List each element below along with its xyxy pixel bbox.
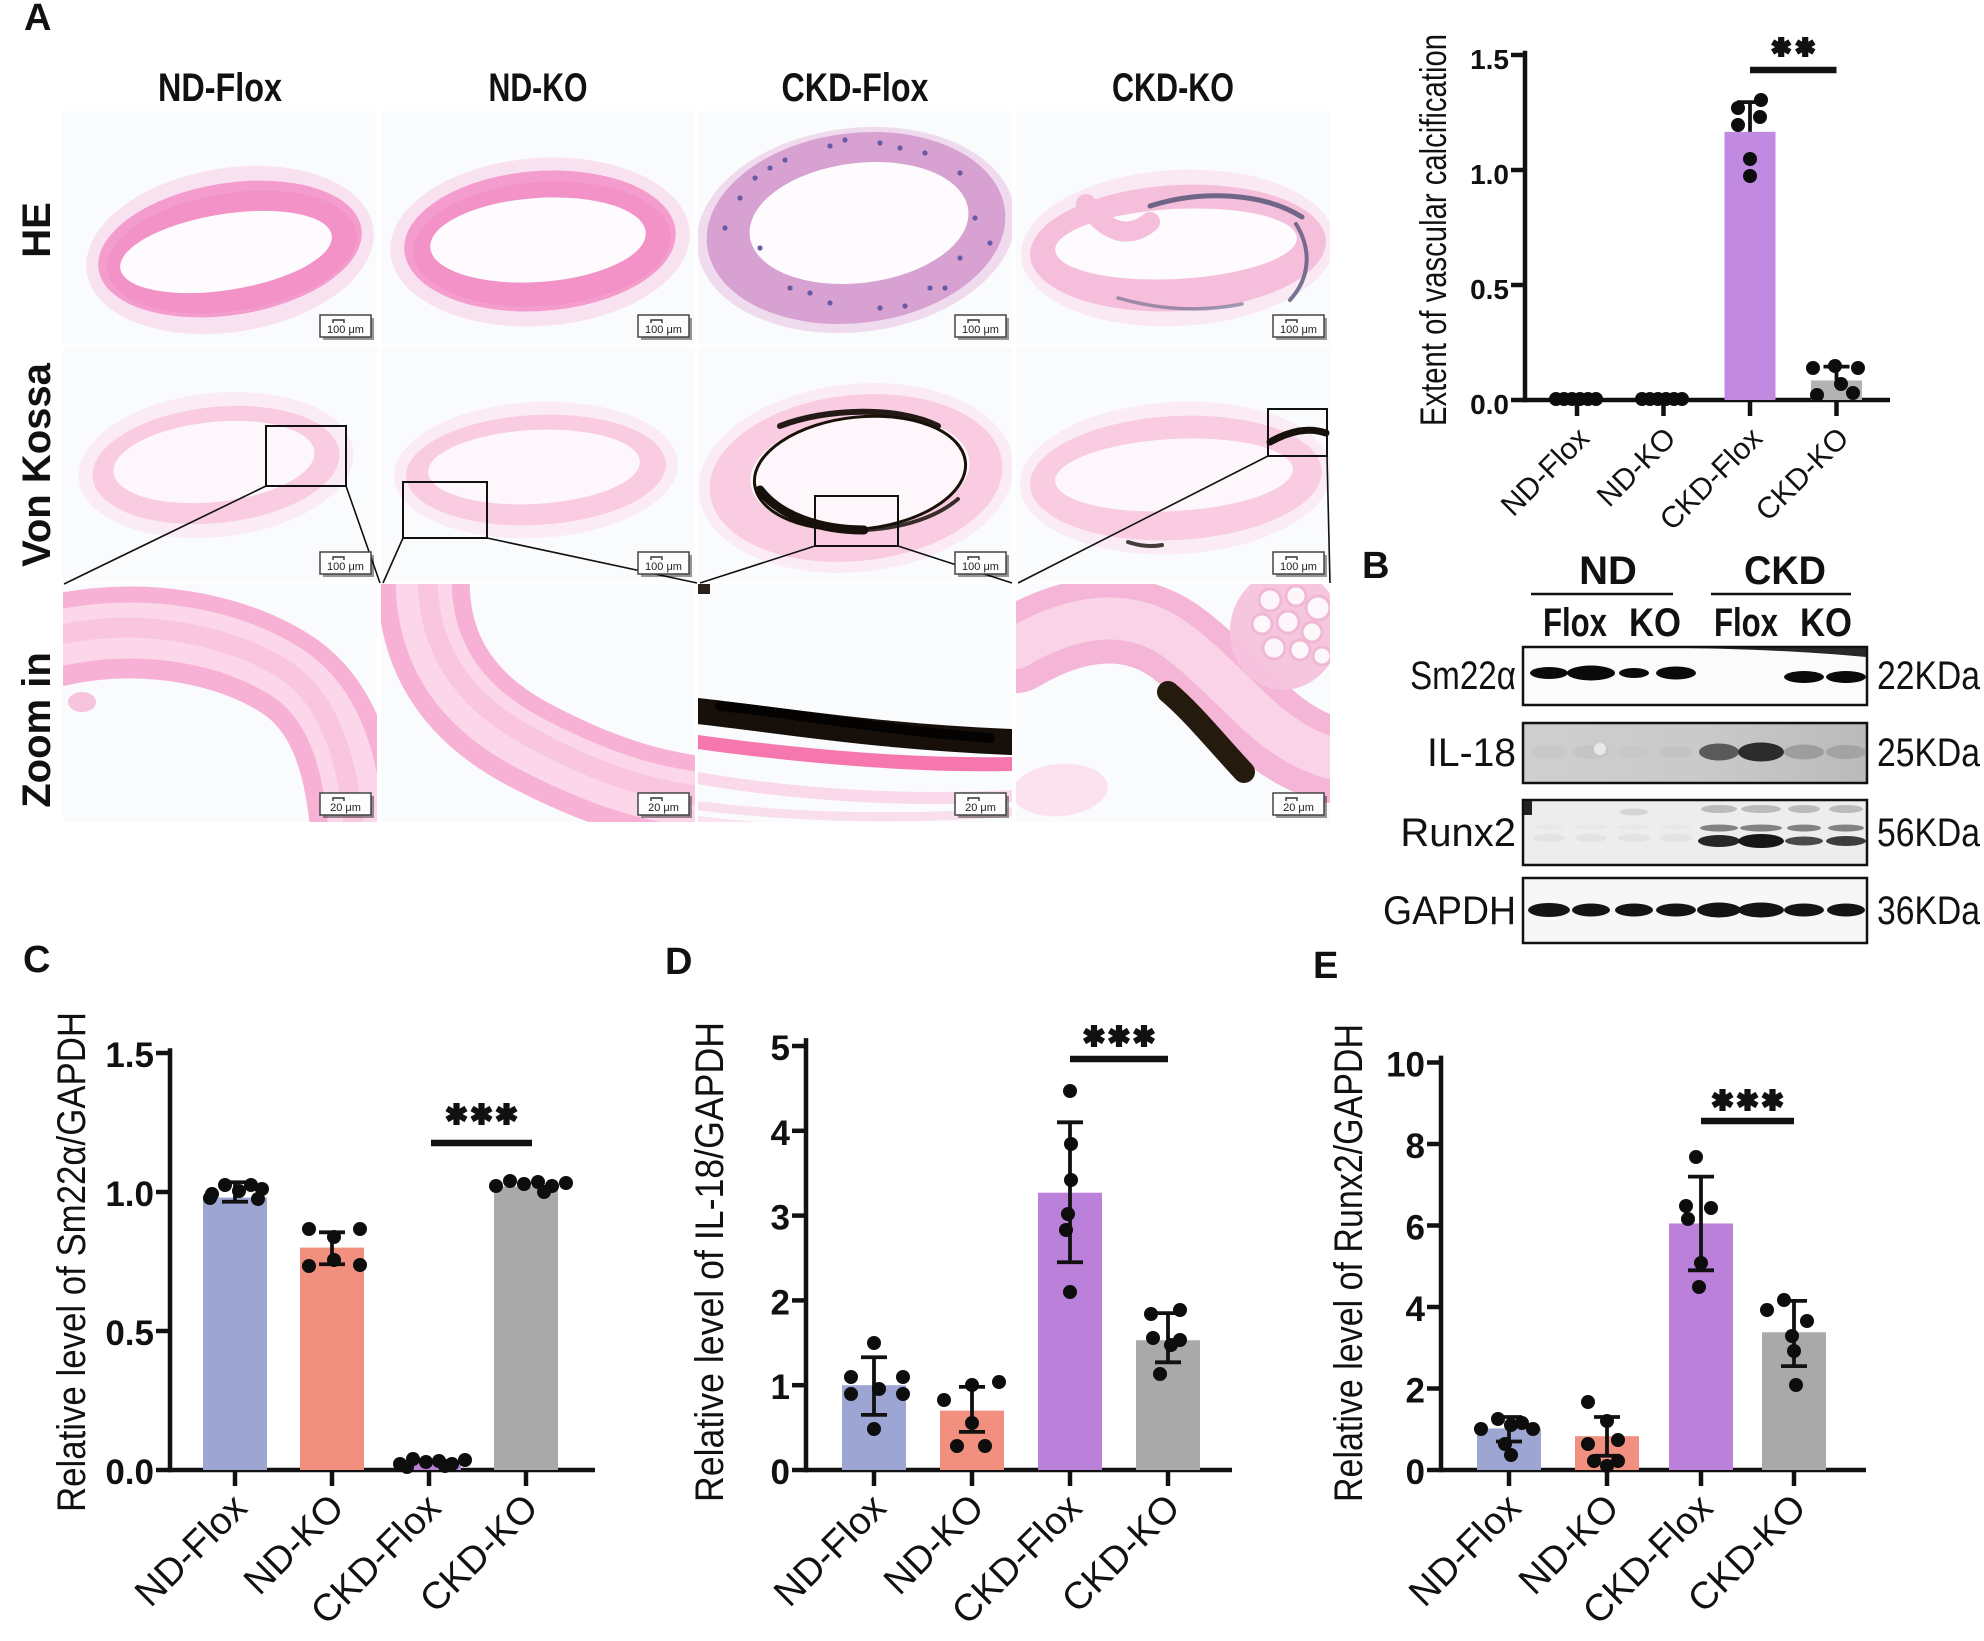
svg-text:20 μm: 20 μm xyxy=(648,802,679,814)
svg-text:20 μm: 20 μm xyxy=(330,802,361,814)
svg-text:100 μm: 100 μm xyxy=(1280,324,1317,336)
svg-text:10: 10 xyxy=(1386,1046,1425,1085)
svg-text:25KDa: 25KDa xyxy=(1877,731,1981,775)
svg-text:Von Kossa: Von Kossa xyxy=(15,362,59,567)
svg-text:C: C xyxy=(23,939,50,981)
svg-text:GAPDH: GAPDH xyxy=(1383,889,1516,933)
svg-text:20 μm: 20 μm xyxy=(965,802,996,814)
svg-text:20 μm: 20 μm xyxy=(1283,802,1314,814)
svg-text:0.5: 0.5 xyxy=(1470,274,1509,305)
svg-text:100 μm: 100 μm xyxy=(962,324,999,336)
svg-text:Relative level of Sm22α/GAPDH: Relative level of Sm22α/GAPDH xyxy=(50,1012,94,1512)
svg-text:0.0: 0.0 xyxy=(1470,389,1509,420)
svg-text:Relative level of IL-18/GAPDH: Relative level of IL-18/GAPDH xyxy=(688,1022,732,1502)
svg-text:22KDa: 22KDa xyxy=(1877,654,1981,698)
svg-text:100 μm: 100 μm xyxy=(645,324,682,336)
svg-text:1: 1 xyxy=(771,1368,790,1407)
svg-text:1.5: 1.5 xyxy=(1470,44,1509,75)
svg-text:D: D xyxy=(665,941,692,983)
svg-text:1.5: 1.5 xyxy=(105,1036,154,1075)
svg-text:A: A xyxy=(24,0,51,39)
svg-text:3: 3 xyxy=(771,1199,790,1238)
svg-text:100 μm: 100 μm xyxy=(645,561,682,573)
svg-text:Zoom in: Zoom in xyxy=(15,652,59,808)
svg-text:IL-18: IL-18 xyxy=(1427,731,1516,775)
svg-text:ND: ND xyxy=(1579,549,1637,593)
svg-text:CKD-KO: CKD-KO xyxy=(1112,66,1234,110)
svg-text:8: 8 xyxy=(1406,1127,1425,1166)
svg-text:HE: HE xyxy=(15,202,59,258)
svg-text:2: 2 xyxy=(771,1283,790,1322)
svg-text:E: E xyxy=(1313,945,1338,987)
svg-text:KO: KO xyxy=(1629,601,1681,645)
svg-text:1.0: 1.0 xyxy=(105,1175,154,1214)
svg-text:5: 5 xyxy=(771,1029,790,1068)
svg-text:100 μm: 100 μm xyxy=(327,561,364,573)
svg-text:1.0: 1.0 xyxy=(1470,159,1509,190)
svg-text:CKD-Flox: CKD-Flox xyxy=(782,66,929,110)
svg-text:100 μm: 100 μm xyxy=(962,561,999,573)
svg-text:Relative level of Runx2/GAPDH: Relative level of Runx2/GAPDH xyxy=(1327,1024,1371,1502)
svg-text:100 μm: 100 μm xyxy=(327,324,364,336)
svg-text:ND-Flox: ND-Flox xyxy=(158,66,282,110)
svg-text:6: 6 xyxy=(1406,1209,1425,1248)
svg-text:KO: KO xyxy=(1800,601,1852,645)
svg-text:0.0: 0.0 xyxy=(105,1453,154,1492)
svg-text:0.5: 0.5 xyxy=(105,1314,154,1353)
svg-text:Extent of vascular calcificati: Extent of vascular calcification xyxy=(1413,34,1454,426)
svg-text:ND-KO: ND-KO xyxy=(489,66,588,110)
svg-text:0: 0 xyxy=(771,1453,790,1492)
svg-text:2: 2 xyxy=(1406,1372,1425,1411)
svg-text:B: B xyxy=(1362,545,1389,587)
svg-text:0: 0 xyxy=(1406,1453,1425,1492)
svg-text:Flox: Flox xyxy=(1543,601,1607,645)
svg-text:100 μm: 100 μm xyxy=(1280,561,1317,573)
svg-text:CKD: CKD xyxy=(1744,549,1826,593)
svg-text:36KDa: 36KDa xyxy=(1877,889,1981,933)
svg-text:Flox: Flox xyxy=(1714,601,1778,645)
svg-text:4: 4 xyxy=(771,1114,791,1153)
svg-text:4: 4 xyxy=(1406,1290,1426,1329)
svg-text:Sm22α: Sm22α xyxy=(1410,654,1516,698)
svg-text:Runx2: Runx2 xyxy=(1400,811,1516,855)
svg-text:56KDa: 56KDa xyxy=(1877,811,1981,855)
